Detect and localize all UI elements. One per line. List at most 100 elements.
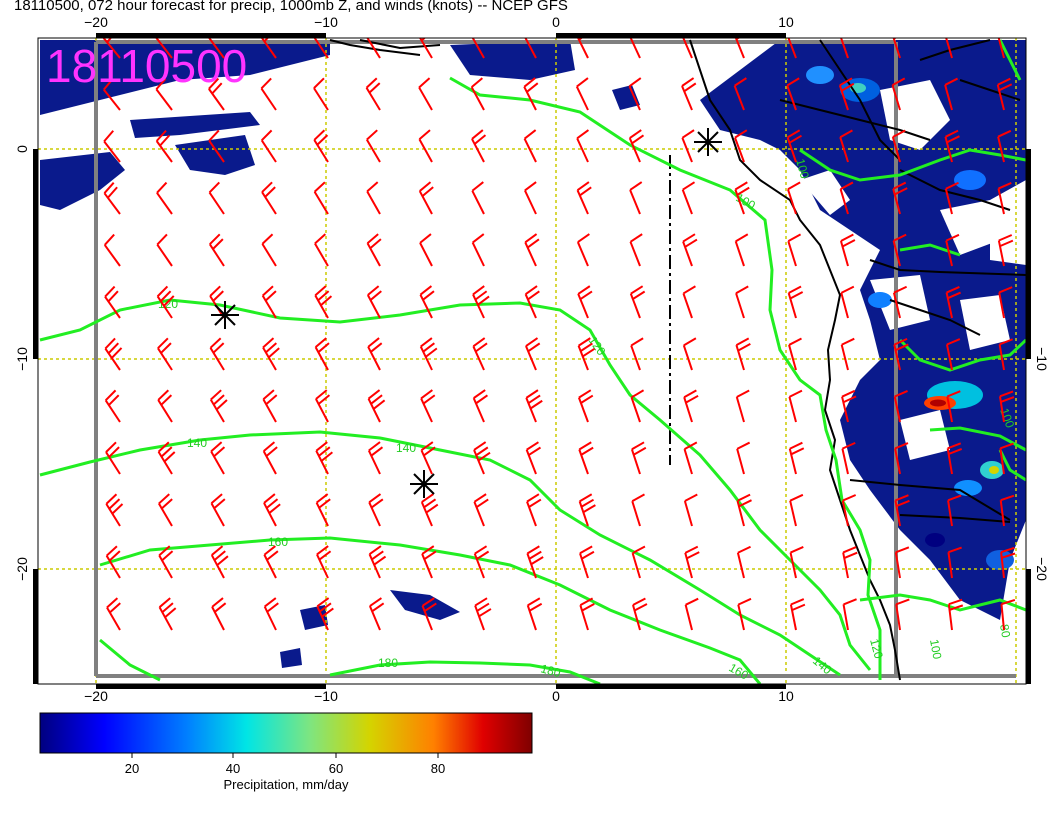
svg-text:180: 180 <box>539 661 562 680</box>
wind-barb <box>313 181 329 215</box>
wind-barb <box>894 494 910 527</box>
wind-barb <box>524 285 540 319</box>
center-marker <box>410 470 438 498</box>
wind-barb <box>418 129 433 163</box>
wind-barb <box>102 38 121 59</box>
wind-barb <box>313 129 329 163</box>
wind-barb <box>103 233 121 267</box>
date-stamp: 18110500 <box>46 40 247 92</box>
wind-barb <box>891 77 906 111</box>
wind-barb <box>263 493 281 527</box>
wind-barb <box>525 389 543 423</box>
wind-barb <box>368 597 385 631</box>
wind-barb <box>839 129 853 163</box>
wind-barb <box>575 77 589 111</box>
wind-barb <box>996 77 1013 111</box>
wind-barb <box>997 129 1012 163</box>
svg-text:0: 0 <box>14 145 30 153</box>
wind-barb <box>786 77 800 111</box>
svg-text:−20: −20 <box>84 688 108 704</box>
wind-barb <box>736 545 751 579</box>
wind-barb <box>105 493 124 527</box>
wind-barb <box>524 181 537 215</box>
precip-cores <box>806 66 1014 570</box>
wind-barb <box>786 129 803 163</box>
wind-barb <box>366 233 382 267</box>
pressure-center-markers <box>211 128 722 498</box>
wind-barb <box>629 233 643 267</box>
wind-barb <box>105 545 121 579</box>
wind-barb <box>525 337 541 371</box>
wind-barb <box>262 389 278 423</box>
wind-barb <box>842 546 858 579</box>
wind-barb <box>421 545 437 579</box>
wind-barb <box>734 181 750 215</box>
wind-barb <box>577 389 594 423</box>
wind-barb <box>682 285 696 319</box>
wind-barb <box>998 390 1015 423</box>
colorbar-tick: 80 <box>431 761 445 776</box>
svg-text:−10: −10 <box>314 14 338 30</box>
wind-barb <box>263 597 279 631</box>
colorbar-tick: 60 <box>329 761 343 776</box>
wind-barb <box>629 285 646 319</box>
wind-barb <box>737 597 752 631</box>
wind-barb <box>366 181 381 215</box>
colorbar-ticks <box>131 753 439 758</box>
wind-barb <box>787 38 797 59</box>
wind-barb <box>577 285 593 319</box>
svg-text:100: 100 <box>927 638 944 660</box>
wind-barb <box>893 390 908 423</box>
svg-text:80: 80 <box>997 623 1013 639</box>
wind-barb <box>523 129 537 163</box>
svg-text:100: 100 <box>793 157 812 180</box>
wind-barb <box>839 181 854 215</box>
svg-text:−10: −10 <box>1034 347 1050 371</box>
wind-barb <box>365 129 381 163</box>
wind-barb <box>684 597 699 631</box>
wind-barb <box>157 337 173 371</box>
wind-barb <box>524 38 537 59</box>
colorbar-tick: 40 <box>226 761 240 776</box>
wind-barb <box>419 285 435 319</box>
wind-barb <box>946 442 963 475</box>
wind-barb <box>367 441 384 475</box>
wind-barb <box>315 493 331 527</box>
wind-barb <box>631 545 646 579</box>
wind-barb <box>682 337 697 371</box>
wind-barb <box>313 38 329 59</box>
wind-barb <box>787 285 804 319</box>
wind-barb <box>947 546 962 579</box>
wind-barb <box>156 233 173 267</box>
wind-barb <box>576 233 590 267</box>
wind-barb <box>103 182 121 215</box>
wind-barb <box>155 129 173 163</box>
center-marker <box>211 301 239 329</box>
wind-barb <box>314 285 333 319</box>
wind-barb <box>734 233 749 267</box>
wind-barb <box>158 597 177 631</box>
wind-barb <box>998 338 1014 371</box>
wind-barb <box>577 337 595 371</box>
svg-text:−10: −10 <box>314 688 338 704</box>
wind-barb <box>945 38 953 59</box>
bottom-axis-labels: −20 −10 0 10 <box>84 688 794 704</box>
wind-barb <box>842 598 857 631</box>
wind-barb <box>999 494 1015 527</box>
wind-barb <box>789 493 804 527</box>
wind-barb <box>629 181 643 215</box>
wind-barb <box>894 442 909 475</box>
wind-barb <box>523 77 539 111</box>
wind-barb <box>945 233 960 267</box>
wind-barb <box>946 390 961 423</box>
wind-barb <box>420 493 439 527</box>
wind-barb <box>944 181 959 215</box>
colorbar-tick: 20 <box>125 761 139 776</box>
wind-barb <box>208 77 225 111</box>
wind-barb <box>420 389 436 423</box>
wind-barb <box>681 181 696 215</box>
wind-barb <box>367 389 386 423</box>
wind-barb <box>211 597 227 631</box>
wind-barb <box>526 493 542 527</box>
wind-barb <box>315 441 333 475</box>
